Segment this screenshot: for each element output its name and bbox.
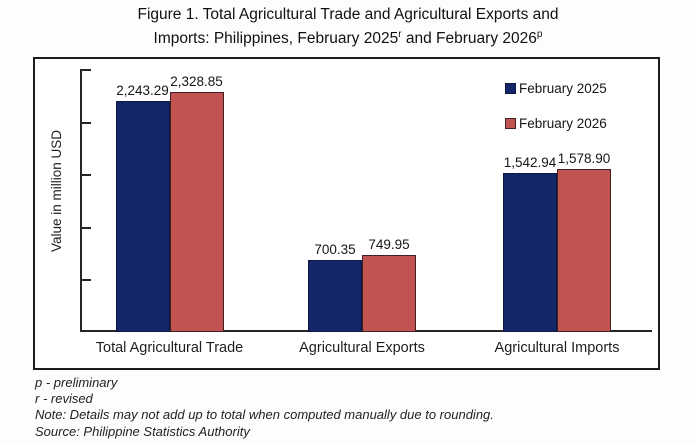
figure-title-line2: Imports: Philippines, February 2025r and… — [0, 25, 696, 49]
bar-february-2025-3 — [503, 173, 557, 332]
figure-title-line2-mid: and February 2026 — [401, 30, 537, 48]
y-axis-title: Value in million USD — [49, 129, 64, 253]
bar-february-2026-3 — [557, 169, 611, 332]
legend-label-february-2026: February 2026 — [519, 116, 607, 131]
figure-title-line1: Figure 1. Total Agricultural Trade and A… — [137, 6, 559, 23]
bar-february-2026-1 — [169, 92, 224, 332]
bar-february-2025-1 — [115, 101, 170, 332]
x-axis-category-label: Total Agricultural Trade — [95, 340, 244, 356]
legend-swatch-february-2025 — [505, 83, 516, 94]
y-axis-tick — [82, 121, 91, 124]
legend-item-february-2026: February 2026 — [505, 116, 607, 131]
footnotes: p - preliminary r - revised Note: Detail… — [35, 375, 494, 440]
legend: February 2025 February 2026 — [505, 81, 607, 151]
y-axis-tick — [82, 69, 91, 71]
legend-item-february-2025: February 2025 — [505, 81, 607, 96]
legend-swatch-february-2026 — [505, 118, 516, 129]
bar-february-2025-2 — [308, 260, 362, 332]
superscript-p: p — [536, 29, 543, 40]
x-axis-category-label: Agricultural Imports — [494, 340, 620, 356]
bar-value-label: 700.35 — [314, 242, 356, 257]
footnote-note: Note: Details may not add up to total wh… — [35, 407, 494, 423]
y-axis-line — [80, 69, 82, 332]
figure-title-line2-text: Imports: Philippines, February 2025 — [153, 30, 399, 48]
y-axis-tick — [82, 226, 91, 229]
bar-february-2026-2 — [362, 255, 416, 332]
footnote-revised: r - revised — [35, 391, 93, 407]
bar-value-label: 1,542.94 — [503, 155, 557, 170]
superscript-r: r — [398, 29, 402, 40]
footnote-source: Source: Philippine Statistics Authority — [35, 423, 250, 439]
y-axis-tick — [82, 279, 91, 282]
y-axis-tick — [82, 174, 91, 177]
chart-frame: Value in million USD 2,243.29 2,328.85 Tot… — [33, 57, 660, 370]
x-axis-category-label: Agricultural Exports — [299, 340, 425, 356]
legend-label-february-2025: February 2025 — [519, 81, 607, 96]
bar-value-label: 2,243.29 — [116, 83, 169, 98]
bar-value-label: 749.95 — [368, 237, 410, 252]
bar-value-label: 1,578.90 — [557, 151, 611, 166]
footnote-preliminary: p - preliminary — [35, 375, 118, 390]
bar-value-label: 2,328.85 — [170, 74, 223, 89]
figure-title: Figure 1. Total Agricultural Trade and A… — [0, 5, 696, 49]
